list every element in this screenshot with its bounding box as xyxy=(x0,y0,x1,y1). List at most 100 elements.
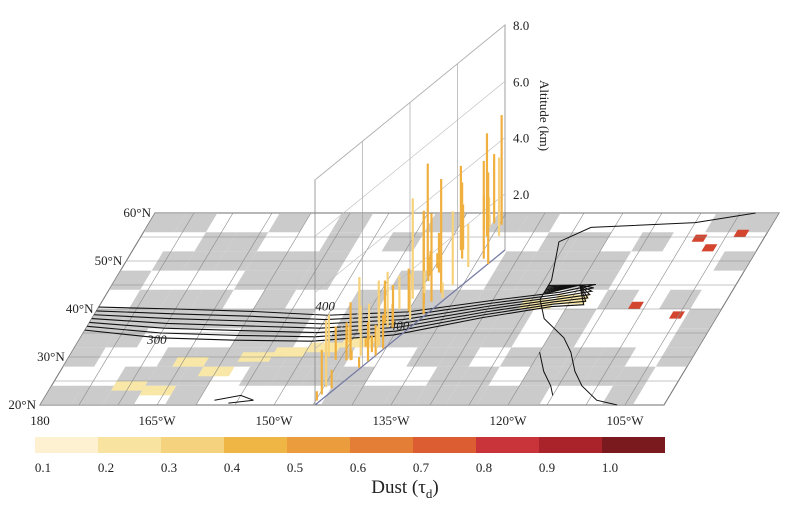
altitude-tick-label: 8.0 xyxy=(513,18,529,33)
dust-patch xyxy=(305,342,343,353)
dust-patch xyxy=(627,301,644,309)
colorbar-cell xyxy=(602,437,665,453)
lon-label: 135°W xyxy=(373,413,411,428)
dust-profile xyxy=(459,165,462,251)
colorbar-cell xyxy=(350,437,413,453)
colorbar-label: Dust (τd) xyxy=(371,477,438,501)
colorbar-cell xyxy=(98,437,161,453)
altitude-tick-label: 2.0 xyxy=(513,187,529,202)
dust-profile xyxy=(325,360,328,387)
dust-patch xyxy=(172,357,210,367)
contour xyxy=(89,284,589,334)
dust-profile xyxy=(374,324,377,356)
colorbar-cell xyxy=(476,437,539,453)
dust-patch xyxy=(733,229,750,237)
dust-profile xyxy=(370,335,373,353)
cloud-patch xyxy=(268,213,311,233)
curtain-grid xyxy=(314,137,506,293)
coastline xyxy=(539,352,554,396)
dust-profile xyxy=(357,357,361,368)
colorbar-cell xyxy=(539,437,602,453)
altitude-tick-label: 4.0 xyxy=(513,131,529,146)
contour-label: 400 xyxy=(315,299,335,314)
dust-profile xyxy=(436,253,439,269)
cloud-patch xyxy=(424,213,467,233)
dust-profile xyxy=(485,133,489,237)
lon-label: 120°W xyxy=(490,413,528,428)
dust-patch xyxy=(701,244,718,252)
altitude-label: Altitude (km) xyxy=(537,80,552,151)
lat-label: 50°N xyxy=(95,253,123,268)
colorbar-tick-label: 0.5 xyxy=(287,460,303,475)
cloud-patch xyxy=(40,385,83,405)
dust-profile xyxy=(386,271,389,328)
colorbar-tick-label: 0.7 xyxy=(413,460,430,475)
cloud-patch xyxy=(352,385,395,405)
lat-label: 30°N xyxy=(37,349,65,364)
contour xyxy=(94,284,594,325)
colorbar-cell xyxy=(161,437,224,453)
dust-profile xyxy=(451,211,454,286)
curtain-grid xyxy=(314,24,506,181)
dust-profile xyxy=(500,115,503,225)
dust-profile xyxy=(334,326,337,360)
dust-profile xyxy=(320,349,323,395)
dust-profile xyxy=(383,280,387,324)
dust-profile xyxy=(422,213,425,315)
dust-patch xyxy=(668,311,685,319)
label-sub: d xyxy=(426,486,433,501)
colorbar-tick-label: 0.6 xyxy=(350,460,367,475)
dust-profile xyxy=(497,157,501,236)
colorbar-tick-label: 1.0 xyxy=(602,460,618,475)
cloud-patch xyxy=(678,309,722,329)
dust-profile xyxy=(377,311,381,346)
dust-profile xyxy=(407,268,410,312)
map-plane: 300 400 400 xyxy=(39,212,780,406)
altitude-curtain xyxy=(314,24,506,406)
dust-profile xyxy=(411,198,414,299)
contour-label: 300 xyxy=(146,332,167,347)
cloud-patch xyxy=(164,385,208,405)
cloud-patch xyxy=(242,309,285,329)
dust-profile xyxy=(441,282,444,299)
dust-profile xyxy=(391,285,395,324)
colorbar-tick-label: 0.1 xyxy=(35,460,51,475)
lon-label: 180 xyxy=(30,413,50,428)
label-text: Dust (τ xyxy=(371,477,426,498)
contour xyxy=(98,283,596,316)
dust-profile xyxy=(315,391,318,401)
dust-profile xyxy=(381,314,385,349)
dust-profile xyxy=(364,338,367,347)
cloud-patch xyxy=(253,289,297,309)
lon-label: 105°W xyxy=(607,413,645,428)
dust-profile xyxy=(349,302,352,361)
label-text: ) xyxy=(432,477,438,498)
lat-label: 20°N xyxy=(8,397,36,412)
dust-profile xyxy=(366,322,370,362)
dust-patch xyxy=(271,347,309,357)
dust-profile xyxy=(437,232,441,273)
altitude-tick-label: 6.0 xyxy=(513,74,529,89)
colorbar-cell xyxy=(35,437,98,453)
dust-profile xyxy=(467,224,470,267)
dust-patch xyxy=(691,234,708,242)
cloud-patch xyxy=(143,213,187,233)
dust-profile xyxy=(426,163,429,277)
dust-profile xyxy=(398,275,401,310)
coastline xyxy=(214,394,254,404)
colorbar-tick-label: 0.2 xyxy=(98,460,114,475)
dust-profile xyxy=(440,178,443,293)
dust-profile xyxy=(376,327,379,348)
lon-label: 165°W xyxy=(139,413,177,428)
cloud-patch xyxy=(476,385,520,405)
dust-profile xyxy=(487,172,490,264)
contour-label: 400 xyxy=(390,318,410,333)
cloud-patch xyxy=(508,385,551,405)
contour xyxy=(84,284,585,342)
dust-profile xyxy=(423,271,426,294)
colorbar-cell xyxy=(224,437,287,453)
lat-label: 40°N xyxy=(66,301,94,316)
dust-profile xyxy=(429,251,432,275)
colorbar-cell xyxy=(287,437,350,453)
